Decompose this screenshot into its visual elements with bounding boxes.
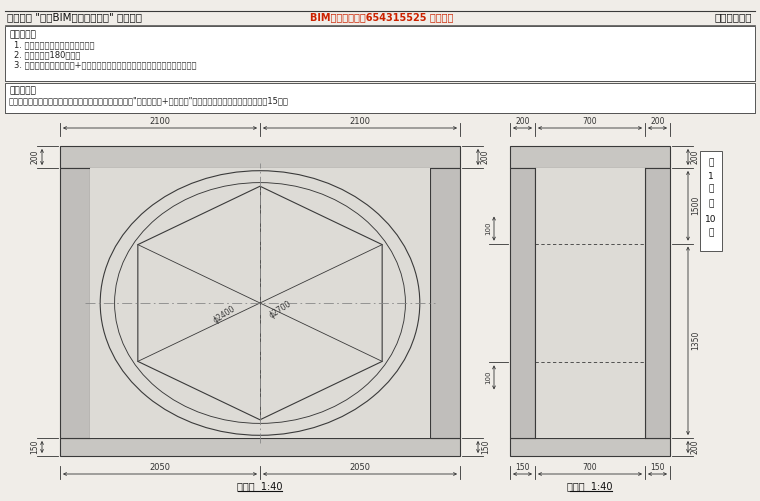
- Bar: [645, 168, 670, 438]
- Bar: [510, 146, 670, 456]
- Bar: [5, 83, 755, 113]
- Text: 3. 新建文件夹（以准考号+姓名命名），用于存放本次考试中生成的全部文件。: 3. 新建文件夹（以准考号+姓名命名），用于存放本次考试中生成的全部文件。: [14, 60, 197, 69]
- Text: 第: 第: [708, 158, 714, 167]
- Bar: [510, 438, 670, 456]
- Text: 150: 150: [651, 462, 665, 471]
- Text: 页: 页: [708, 228, 714, 237]
- Text: 1500: 1500: [691, 196, 700, 215]
- Text: 试题部分：: 试题部分：: [9, 86, 36, 95]
- Text: 200: 200: [691, 440, 700, 454]
- Text: 200: 200: [651, 117, 665, 125]
- Text: BIM考试交流群：654315525 欢迎大家: BIM考试交流群：654315525 欢迎大家: [310, 12, 454, 22]
- Text: 1: 1: [708, 171, 714, 180]
- Text: 2100: 2100: [350, 117, 371, 125]
- Bar: [510, 168, 535, 438]
- Text: 考试要求：: 考试要求：: [9, 30, 36, 39]
- Text: 10: 10: [705, 214, 717, 223]
- Text: 2050: 2050: [350, 462, 371, 471]
- Text: 150: 150: [30, 440, 39, 454]
- Bar: [60, 438, 460, 456]
- Bar: [430, 168, 460, 438]
- Text: 侧视图  1:40: 侧视图 1:40: [567, 481, 613, 491]
- Text: 1. 考试方式：计算机操作，闭卷；: 1. 考试方式：计算机操作，闭卷；: [14, 40, 94, 49]
- Text: 700: 700: [583, 117, 597, 125]
- Text: 200: 200: [515, 117, 530, 125]
- Text: 2. 考试时间为180分钟；: 2. 考试时间为180分钟；: [14, 50, 81, 59]
- Bar: [60, 168, 90, 438]
- Text: 第十四期 "全国BIM技能等级考试" 一级试题: 第十四期 "全国BIM技能等级考试" 一级试题: [7, 12, 142, 22]
- Text: 中国图学学会: 中国图学学会: [714, 12, 752, 22]
- Text: 主视图  1:40: 主视图 1:40: [237, 481, 283, 491]
- Text: 2100: 2100: [150, 117, 170, 125]
- Text: 200: 200: [30, 150, 39, 164]
- Bar: [535, 168, 645, 438]
- Text: ϕ2700: ϕ2700: [268, 299, 293, 320]
- Text: 100: 100: [485, 222, 491, 235]
- Bar: [60, 146, 460, 456]
- Bar: [700, 151, 722, 251]
- Bar: [90, 168, 430, 438]
- Text: 1350: 1350: [691, 331, 700, 351]
- Text: 100: 100: [485, 371, 491, 384]
- Text: 200: 200: [481, 150, 490, 164]
- Bar: [5, 26, 755, 81]
- Text: 共: 共: [708, 199, 714, 208]
- Bar: [510, 146, 670, 168]
- Text: ϕ2400: ϕ2400: [212, 304, 237, 325]
- Bar: [60, 146, 460, 168]
- Text: 700: 700: [583, 462, 597, 471]
- Text: 150: 150: [481, 440, 490, 454]
- Text: 页: 页: [708, 184, 714, 193]
- Text: 150: 150: [515, 462, 530, 471]
- Text: 2050: 2050: [150, 462, 170, 471]
- Text: 一、根据给定尺寸建立六边形门洞模型，请将模型文件以"六边形门洞+考生姓名"为文件名保存到考生文件夹中。（15分）: 一、根据给定尺寸建立六边形门洞模型，请将模型文件以"六边形门洞+考生姓名"为文件…: [9, 96, 289, 105]
- Text: 200: 200: [691, 150, 700, 164]
